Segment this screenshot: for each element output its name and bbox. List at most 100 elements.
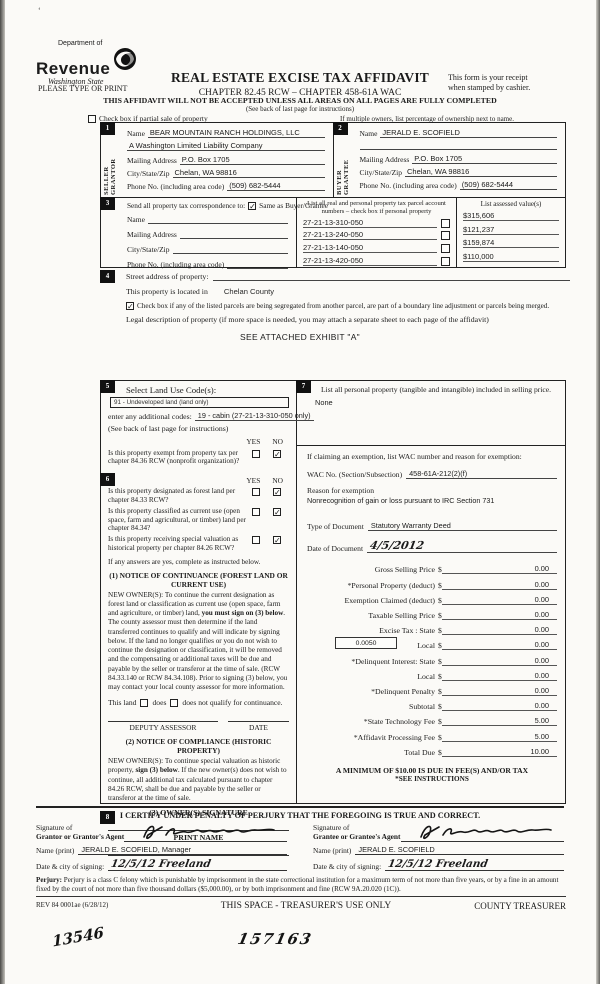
- county-field[interactable]: Chelan County: [223, 287, 275, 296]
- grantor-date-city-label: Date & city of signing:: [36, 862, 105, 871]
- buyer-name-field[interactable]: JERALD E. SCOFIELD: [380, 128, 557, 139]
- yes-header: YES: [246, 437, 261, 446]
- wac-number-field[interactable]: 458-61A-212(2)(f): [406, 469, 557, 480]
- fee-value[interactable]: 0.00: [441, 671, 557, 681]
- parcel-number[interactable]: 27-21-13-420-050: [303, 256, 437, 266]
- fee-row: *Delinquent Interest: State $0.00: [307, 650, 557, 666]
- grantor-date-city-field[interactable]: 12/5/12 Freeland: [108, 858, 287, 871]
- fee-value[interactable]: 0.00: [441, 701, 557, 712]
- current-use-no-checkbox[interactable]: ✓: [273, 508, 281, 517]
- grantee-date-city-field[interactable]: 12/5/12 Freeland: [385, 858, 564, 871]
- current-use-yes-checkbox[interactable]: [252, 508, 260, 517]
- local-rate-box[interactable]: 0.0050: [335, 637, 397, 650]
- fee-value[interactable]: 5.00: [441, 732, 557, 742]
- checkmark-icon: ✓: [249, 201, 256, 211]
- exhibit-note: SEE ATTACHED EXHIBIT "A": [240, 332, 360, 342]
- print-name-line[interactable]: [108, 855, 289, 857]
- additional-codes-field[interactable]: 19 - cabin (27-21-13-310-050 only): [194, 411, 314, 421]
- buyer-name-line2-field[interactable]: [359, 141, 557, 151]
- street-address-field[interactable]: [212, 280, 570, 281]
- historical-question: Is this property receiving special valua…: [108, 535, 239, 553]
- buyer-grantee-section: 2 BUYER GRANTEE Name JERALD E. SCOFIELD Ma…: [332, 122, 566, 197]
- fee-value[interactable]: 5.00: [441, 716, 557, 727]
- section-6-number: 6: [100, 473, 115, 486]
- exempt-no-checkbox[interactable]: ✓: [273, 449, 281, 458]
- buyer-phone-field[interactable]: (509) 682-5444: [459, 180, 557, 190]
- seller-name-line2-field[interactable]: A Washington Limited Liability Company: [127, 141, 325, 152]
- grantee-signature-field[interactable]: [400, 822, 564, 842]
- section-3-number: 3: [100, 197, 115, 210]
- seller-phone-field[interactable]: (509) 682-5444: [227, 181, 325, 191]
- does-checkbox[interactable]: [140, 698, 149, 707]
- fee-value[interactable]: 0.00: [441, 595, 557, 605]
- property-location-section: 4 Street address of property: This prope…: [100, 268, 570, 324]
- grantee-name-print-field[interactable]: JERALD E. SCOFIELD: [355, 845, 564, 855]
- corr-name-field[interactable]: [147, 215, 288, 224]
- exemption-heading: If claiming an exemption, list WAC numbe…: [307, 452, 522, 462]
- land-use-code-select[interactable]: 91 - Undeveloped land (land only): [110, 397, 289, 408]
- personal-property-checkbox-4[interactable]: [441, 256, 450, 266]
- fee-row-local-rate: 0.0050 Local $0.00: [307, 635, 557, 651]
- date-of-document-field[interactable]: 4/5/2012: [367, 539, 557, 554]
- fee-value[interactable]: 0.00: [441, 640, 557, 651]
- corr-city-field[interactable]: [172, 245, 288, 254]
- assessed-value[interactable]: $159,874: [463, 238, 559, 249]
- forest-no-checkbox[interactable]: ✓: [273, 488, 281, 498]
- fee-value[interactable]: 0.00: [441, 625, 557, 636]
- seller-phone-label: Phone No. (including area code): [127, 181, 225, 191]
- assessed-value[interactable]: $315,606: [463, 211, 559, 222]
- fee-value[interactable]: 0.00: [441, 656, 557, 666]
- personal-property-checkbox-1[interactable]: [441, 218, 450, 228]
- corr-phone-field[interactable]: [227, 260, 288, 269]
- fee-value[interactable]: 0.00: [441, 564, 557, 575]
- parcel-numbers-header: List all real and personal property tax …: [307, 200, 446, 215]
- historical-no-checkbox[interactable]: ✓: [273, 536, 281, 545]
- type-of-document-label: Type of Document: [307, 522, 364, 532]
- exempt-yes-checkbox[interactable]: [252, 449, 260, 458]
- fee-value[interactable]: 0.00: [441, 686, 557, 696]
- assessor-date-line[interactable]: DATE: [227, 721, 289, 732]
- form-subtitle: CHAPTER 82.45 RCW – CHAPTER 458-61A WAC: [198, 88, 402, 98]
- perjury-statement: Perjury: Perjury is a class C felony whi…: [36, 876, 566, 898]
- certification-section: 8 I CERTIFY UNDER PENALTY OF PERJURY THA…: [36, 806, 564, 871]
- seller-city-field[interactable]: Chelan, WA 98816: [172, 168, 325, 178]
- corr-mailing-label: Mailing Address: [127, 230, 177, 239]
- reason-exemption-value[interactable]: Nonrecognition of gain or loss pursuant …: [307, 496, 495, 506]
- historical-yes-checkbox[interactable]: [252, 536, 260, 545]
- no-header: NO: [272, 437, 283, 446]
- grantor-signature-field[interactable]: [124, 822, 287, 842]
- land-use-title: Select Land Use Code(s):: [126, 385, 217, 395]
- assessed-value[interactable]: $121,237: [463, 225, 559, 235]
- parcel-number[interactable]: 27-21-13-240-050: [303, 230, 437, 241]
- buyer-mailing-field[interactable]: P.O. Box 1705: [412, 154, 557, 164]
- seller-mailing-field[interactable]: P.O. Box 1705: [179, 155, 325, 165]
- personal-property-none-value[interactable]: None: [315, 398, 333, 408]
- partial-sale-checkbox[interactable]: [88, 114, 96, 123]
- corr-mailing-field[interactable]: [179, 230, 288, 239]
- parcel-number[interactable]: 27-21-13-140-050: [303, 243, 437, 253]
- buyer-city-label: City/State/Zip: [359, 167, 403, 177]
- street-address-label: Street address of property:: [126, 272, 209, 281]
- fee-value[interactable]: 10.00: [441, 747, 557, 757]
- type-of-document-field[interactable]: Statutory Warranty Deed: [367, 521, 557, 532]
- personal-property-checkbox-3[interactable]: [441, 243, 450, 253]
- section-5-number: 5: [100, 380, 115, 393]
- forest-yes-checkbox[interactable]: [252, 488, 260, 497]
- fee-value[interactable]: 0.00: [441, 580, 557, 590]
- grantor-name-print-field[interactable]: JERALD E. SCOFIELD, Manager: [78, 845, 287, 855]
- fee-row: Local $0.00: [307, 666, 557, 681]
- segregated-checkbox[interactable]: ✓: [126, 302, 134, 311]
- fee-value[interactable]: 0.00: [441, 610, 557, 620]
- form-title: REAL ESTATE EXCISE TAX AFFIDAVIT: [171, 70, 429, 85]
- does-not-checkbox[interactable]: [170, 698, 179, 707]
- fee-row: *State Technology Fee $5.00: [307, 711, 557, 727]
- same-as-buyer-checkbox[interactable]: ✓: [248, 201, 257, 211]
- does-label: does: [152, 698, 167, 708]
- seller-name-field[interactable]: BEAR MOUNTAIN RANCH HOLDINGS, LLC: [147, 128, 325, 139]
- personal-property-checkbox-2[interactable]: [441, 231, 450, 241]
- parcel-number[interactable]: 27-21-13-310-050: [303, 218, 437, 228]
- deputy-assessor-line[interactable]: DEPUTY ASSESSOR: [108, 721, 218, 732]
- assessed-value[interactable]: $110,000: [463, 252, 559, 262]
- buyer-city-field[interactable]: Chelan, WA 98816: [405, 167, 557, 177]
- checkmark-icon: ✓: [274, 488, 281, 498]
